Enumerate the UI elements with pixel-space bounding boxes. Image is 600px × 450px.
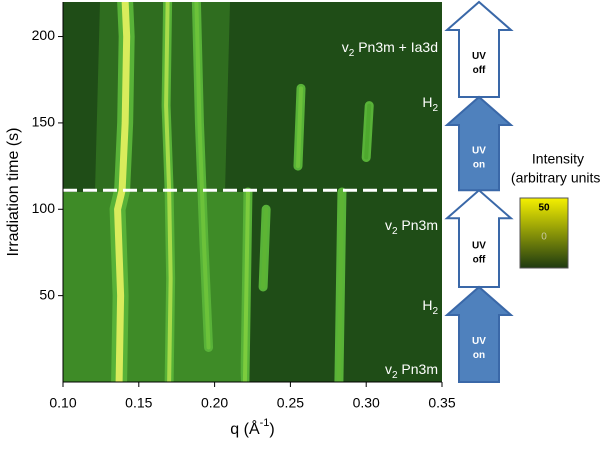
x-tick-label: 0.25 xyxy=(277,395,304,411)
phase-label: UV xyxy=(472,240,486,251)
x-tick-label: 0.30 xyxy=(353,395,380,411)
annotation-sub: 2 xyxy=(392,370,398,381)
x-tick-label: 0.10 xyxy=(49,395,76,411)
annotation-rest: Pn3m xyxy=(398,217,438,233)
phase-label: on xyxy=(473,350,485,361)
y-axis-label: Irradiation time (s) xyxy=(5,128,22,257)
y-tick-label: 150 xyxy=(32,114,56,130)
phase-arrow xyxy=(444,95,514,192)
annotation-rest: Pn3m xyxy=(398,361,438,377)
ridge xyxy=(242,190,250,382)
colorbar-min: 0 xyxy=(541,232,547,243)
ridge xyxy=(336,190,344,382)
ridge xyxy=(114,2,131,382)
ridge xyxy=(364,103,372,160)
phase-label: on xyxy=(473,159,485,170)
x-axis-label: q (Å-1) xyxy=(230,417,274,438)
colorbar-title: Intensity xyxy=(532,151,584,167)
phase-label: off xyxy=(473,254,486,265)
annotation-sub: 2 xyxy=(349,48,355,59)
annotation-main: H xyxy=(422,94,432,110)
phase-label: UV xyxy=(472,145,486,156)
phase-arrow xyxy=(444,188,514,288)
annotation-sub: 2 xyxy=(392,226,398,237)
colorbar-max: 50 xyxy=(538,203,550,214)
phase-arrow xyxy=(444,285,514,383)
colorbar-title: (arbitrary units) xyxy=(511,170,600,186)
annotation-sub: 2 xyxy=(432,103,438,114)
annotation: H2 xyxy=(422,297,438,317)
phase-label: UV xyxy=(472,51,486,62)
y-tick-label: 50 xyxy=(39,286,55,302)
x-tick-label: 0.15 xyxy=(125,395,152,411)
y-tick-label: 100 xyxy=(32,200,56,216)
phase-label: off xyxy=(473,65,486,76)
ridge xyxy=(261,207,269,289)
ridge xyxy=(295,86,304,169)
annotation: H2 xyxy=(422,94,438,114)
phase-arrow xyxy=(444,0,514,98)
phase-label: UV xyxy=(472,336,486,347)
colorbar xyxy=(519,197,569,269)
x-axis-label-end: ) xyxy=(269,421,274,438)
y-tick-label: 200 xyxy=(32,27,56,43)
annotation-main: v xyxy=(342,39,349,55)
x-tick-label: 0.20 xyxy=(201,395,228,411)
x-axis-label-text: q (Å xyxy=(230,419,260,438)
ridge xyxy=(194,2,211,350)
annotation: v2 Pn3m + Ia3d xyxy=(342,39,438,59)
annotation: v2 Pn3m xyxy=(385,217,438,237)
x-tick-label: 0.35 xyxy=(428,395,455,411)
intensity-region xyxy=(63,192,250,382)
x-axis-label-sup: -1 xyxy=(260,417,270,429)
annotation: v2 Pn3m xyxy=(385,361,438,381)
annotation-rest: Pn3m + Ia3d xyxy=(354,39,438,55)
annotation-main: H xyxy=(422,297,432,313)
annotation-main: v xyxy=(385,217,392,233)
annotation-main: v xyxy=(385,361,392,377)
annotation-sub: 2 xyxy=(432,306,438,317)
